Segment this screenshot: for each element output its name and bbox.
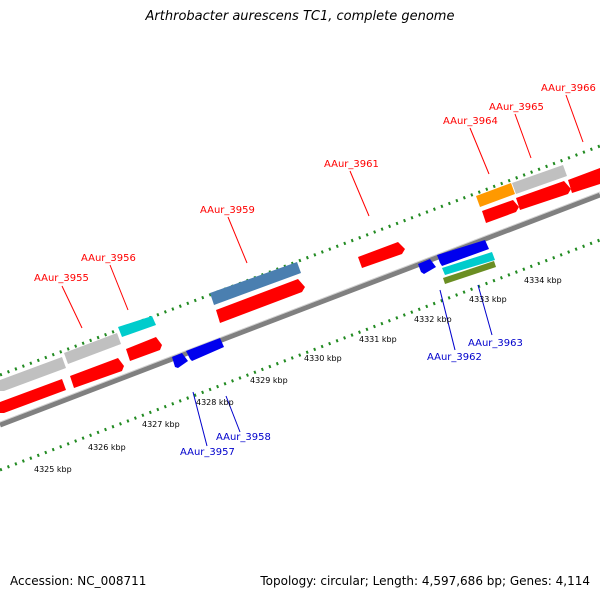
gene-label: AAur_3963 [468, 338, 523, 349]
cds-feature[interactable] [358, 242, 405, 268]
scale-label: 4325 kbp [34, 465, 72, 474]
scale-label: 4331 kbp [359, 335, 397, 344]
cds-feature[interactable] [516, 181, 571, 210]
gene-label: AAur_3958 [216, 432, 271, 443]
scale-label: 4330 kbp [304, 354, 342, 363]
upper-tick-track [0, 144, 600, 377]
scale-label: 4327 kbp [142, 420, 180, 429]
gene-label: AAur_3961 [324, 159, 379, 170]
gene-feature[interactable] [512, 165, 567, 194]
feature-track [0, 165, 600, 413]
gene-feature[interactable] [0, 357, 66, 391]
cds-feature[interactable] [482, 200, 519, 223]
genome-backbone [0, 192, 600, 428]
accession-text: Accession: NC_008711 [10, 574, 147, 588]
gene-label: AAur_3962 [427, 352, 482, 363]
scale-label: 4333 kbp [469, 295, 507, 304]
summary-text: Topology: circular; Length: 4,597,686 bp… [260, 574, 590, 588]
reverse-cds-feature[interactable] [186, 338, 224, 361]
gene-label: AAur_3956 [81, 253, 136, 264]
scale-label: 4328 kbp [196, 398, 234, 407]
lower-tick-track [0, 238, 600, 472]
cds-feature[interactable] [70, 358, 124, 388]
cds-feature-cyan[interactable] [118, 316, 156, 337]
reverse-cds-feature[interactable] [437, 240, 489, 266]
cds-feature[interactable] [0, 379, 66, 413]
leader-lines-bottom [192, 284, 493, 447]
gene-label: AAur_3966 [541, 83, 596, 94]
leader-lines-top [61, 94, 584, 329]
gene-label: AAur_3959 [200, 205, 255, 216]
scale-label: 4332 kbp [414, 315, 452, 324]
map-title: Arthrobacter aurescens TC1, complete gen… [145, 9, 455, 24]
scale-label: 4334 kbp [524, 276, 562, 285]
cds-feature[interactable] [216, 279, 305, 323]
cds-feature-steelblue[interactable] [210, 262, 301, 305]
gene-feature[interactable] [64, 333, 121, 364]
scale-label: 4329 kbp [250, 376, 288, 385]
reverse-cds-feature[interactable] [418, 259, 436, 274]
gene-label: AAur_3957 [180, 447, 235, 458]
cds-feature-orange[interactable] [476, 183, 515, 207]
reverse-cds-feature[interactable] [172, 353, 188, 368]
cds-feature[interactable] [126, 337, 162, 361]
cds-feature-cyan[interactable] [442, 252, 495, 275]
gene-label: AAur_3965 [489, 102, 544, 113]
gene-label: AAur_3964 [443, 116, 498, 127]
genome-backbone-highlight [0, 191, 600, 423]
cds-feature[interactable] [568, 168, 600, 193]
scale-label: 4326 kbp [88, 443, 126, 452]
gene-label: AAur_3955 [34, 273, 89, 284]
cds-feature-olive[interactable] [443, 261, 496, 284]
